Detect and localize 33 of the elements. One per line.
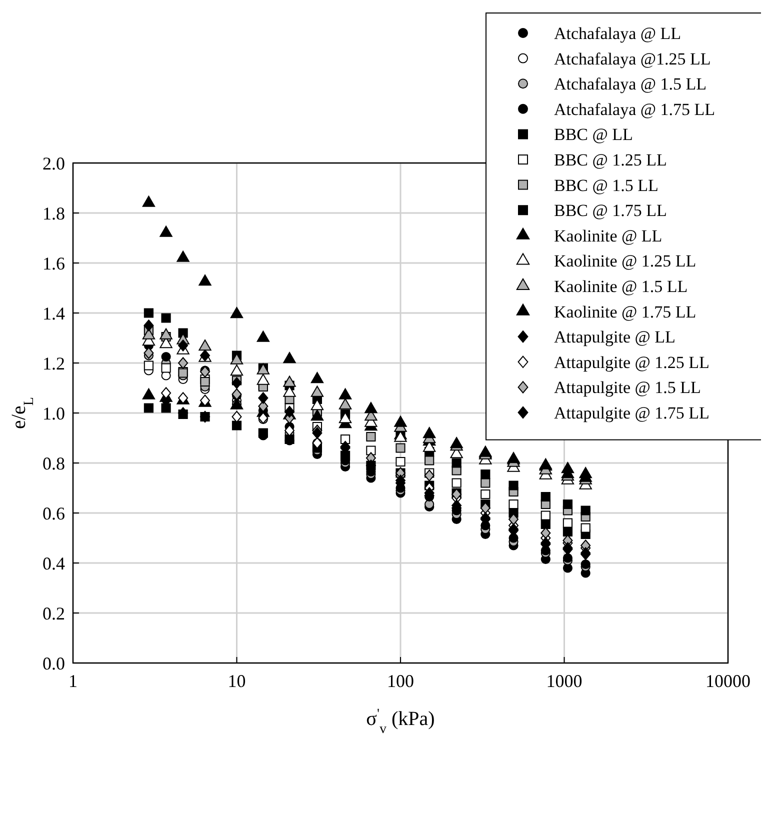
- x-tick-label: 10000: [706, 671, 750, 691]
- x-axis-title: σ$^{'}$$_{v}$ (kPa): [366, 706, 435, 736]
- y-tick-label: 0.2: [42, 603, 65, 624]
- legend-label: Atchafalaya @ 1.75 LL: [554, 100, 716, 119]
- y-tick-label: 1.4: [42, 303, 65, 324]
- x-tick-label: 10: [228, 671, 246, 691]
- x-tick-label: 1: [68, 671, 78, 691]
- y-tick-label: 1.2: [42, 353, 65, 374]
- legend-label: Attapulgite @ 1.75 LL: [554, 403, 710, 422]
- legend-label: Kaolinite @ LL: [554, 226, 662, 246]
- legend-label: Attapulgite @ 1.5 LL: [554, 378, 701, 398]
- y-tick-label: 1.0: [42, 403, 65, 424]
- y-tick-label: 2.0: [42, 153, 65, 174]
- legend-label: Kaolinite @ 1.25 LL: [554, 252, 696, 271]
- y-tick-label: 0.8: [42, 453, 65, 474]
- legend-label: BBC @ 1.25 LL: [554, 150, 667, 170]
- legend-label: Attapulgite @ 1.25 LL: [554, 352, 710, 372]
- legend-label: BBC @ 1.75 LL: [554, 201, 667, 220]
- x-tick-label: 1000: [546, 671, 582, 691]
- legend-label: BBC @ 1.5 LL: [554, 176, 658, 195]
- legend-label: Kaolinite @ 1.75 LL: [554, 302, 696, 322]
- y-tick-label: 0.6: [42, 503, 65, 524]
- legend-label: Atchafalaya @ LL: [554, 24, 682, 43]
- legend-label: Kaolinite @ 1.5 LL: [554, 276, 688, 296]
- y-tick-label: 0.0: [42, 653, 65, 674]
- y-tick-label: 1.8: [42, 203, 65, 224]
- y-tick-label: 1.6: [42, 253, 65, 274]
- y-tick-label: 0.4: [42, 553, 65, 574]
- legend-label: Atchafalaya @ 1.5 LL: [554, 74, 707, 94]
- legend-label: Attapulgite @ LL: [554, 328, 676, 347]
- legend-label: BBC @ LL: [554, 125, 633, 144]
- x-tick-label: 100: [387, 671, 414, 691]
- legend-label: Atchafalaya @1.25 LL: [554, 49, 711, 68]
